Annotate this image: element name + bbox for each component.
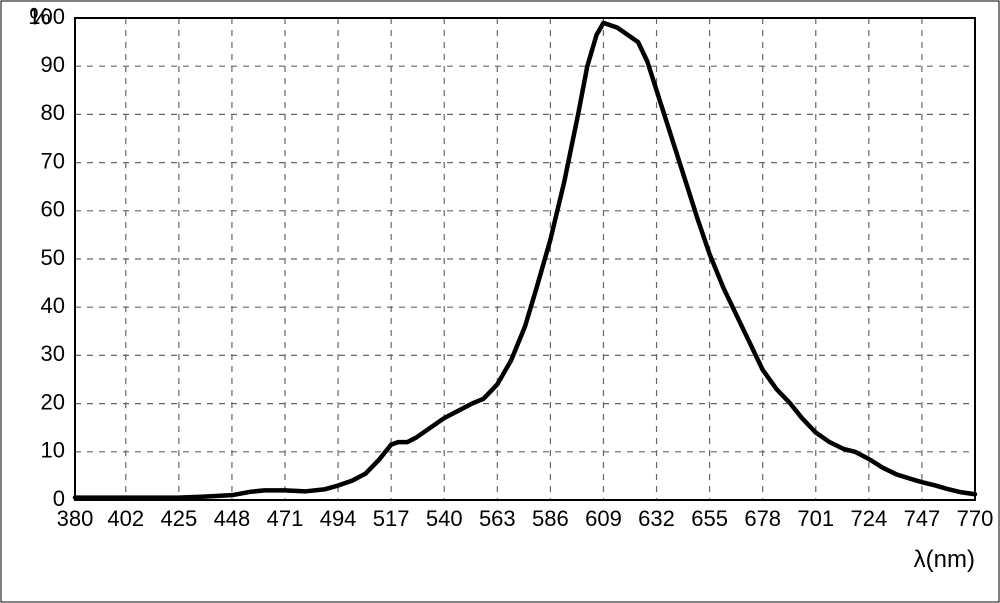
xtick-label: 540 <box>426 506 463 531</box>
ytick-label: 60 <box>41 197 65 222</box>
xtick-label: 380 <box>57 506 94 531</box>
xtick-label: 678 <box>744 506 781 531</box>
xtick-label: 402 <box>107 506 144 531</box>
xtick-label: 563 <box>479 506 516 531</box>
xtick-label: 494 <box>320 506 357 531</box>
xtick-label: 448 <box>214 506 251 531</box>
xtick-label: 517 <box>373 506 410 531</box>
x-axis-title: λ(nm) <box>914 546 975 573</box>
xtick-label: 770 <box>957 506 994 531</box>
ytick-label: 50 <box>41 245 65 270</box>
ytick-label: 10 <box>41 438 65 463</box>
ytick-label: 80 <box>41 100 65 125</box>
spectrum-chart: 0102030405060708090100%38040242544847149… <box>0 0 1000 603</box>
xtick-label: 747 <box>904 506 941 531</box>
xtick-label: 471 <box>267 506 304 531</box>
ytick-label: 40 <box>41 293 65 318</box>
ytick-label: 90 <box>41 52 65 77</box>
ytick-label: 30 <box>41 341 65 366</box>
xtick-label: 655 <box>691 506 728 531</box>
xtick-label: 425 <box>160 506 197 531</box>
xtick-label: 701 <box>797 506 834 531</box>
xtick-label: 724 <box>850 506 887 531</box>
chart-svg: 0102030405060708090100%38040242544847149… <box>0 0 1000 603</box>
y-axis-title: % <box>29 3 50 30</box>
xtick-label: 609 <box>585 506 622 531</box>
ytick-label: 70 <box>41 148 65 173</box>
xtick-label: 586 <box>532 506 569 531</box>
ytick-label: 20 <box>41 389 65 414</box>
xtick-label: 632 <box>638 506 675 531</box>
